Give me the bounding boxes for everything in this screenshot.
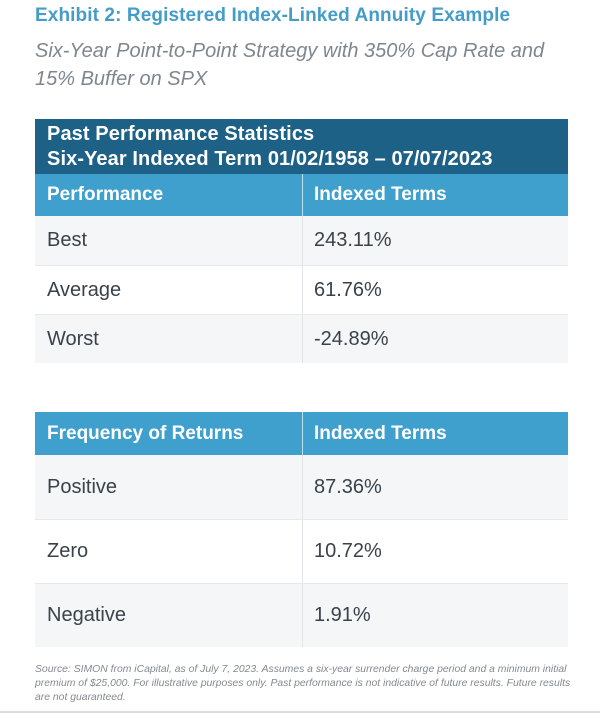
row-label: Average [35,266,303,314]
past-performance-column-header: Performance Indexed Terms [35,174,568,216]
table-row: Average 61.76% [35,265,568,314]
source-footnote: Source: SIMON from iCapital, as of July … [35,664,571,703]
row-label: Negative [35,584,303,647]
row-value: 61.76% [314,278,382,301]
table-row: Worst -24.89% [35,314,568,363]
table-row: Best 243.11% [35,216,568,265]
row-value: 1.91% [314,604,371,626]
table-row: Positive 87.36% [35,455,568,519]
frequency-of-returns-table: Frequency of Returns Indexed Terms Posit… [35,412,568,647]
past-performance-table-title: Past Performance Statistics Six-Year Ind… [35,119,568,174]
past-performance-table: Past Performance Statistics Six-Year Ind… [35,119,568,363]
row-value: 10.72% [314,540,382,562]
row-label: Best [35,216,303,265]
past-performance-title-line1: Past Performance Statistics [47,123,315,145]
column-header-frequency-of-returns: Frequency of Returns [35,412,303,455]
frequency-column-header: Frequency of Returns Indexed Terms [35,412,568,455]
past-performance-title-line2: Six-Year Indexed Term 01/02/1958 – 07/07… [47,148,493,170]
row-value: 87.36% [314,475,382,498]
page-subtitle: Six-Year Point-to-Point Strategy with 35… [35,40,545,90]
row-label: Positive [35,455,303,519]
page-bottom-divider [0,711,600,713]
row-value: 243.11% [314,229,392,251]
column-header-indexed-terms: Indexed Terms [314,184,447,205]
column-header-performance: Performance [35,174,303,216]
row-value: -24.89% [314,327,389,350]
table-row: Negative 1.91% [35,583,568,647]
column-header-indexed-terms: Indexed Terms [314,422,447,444]
row-label: Worst [35,315,303,363]
page-title: Exhibit 2: Registered Index-Linked Annui… [35,5,511,26]
table-row: Zero 10.72% [35,519,568,583]
row-label: Zero [35,520,303,583]
